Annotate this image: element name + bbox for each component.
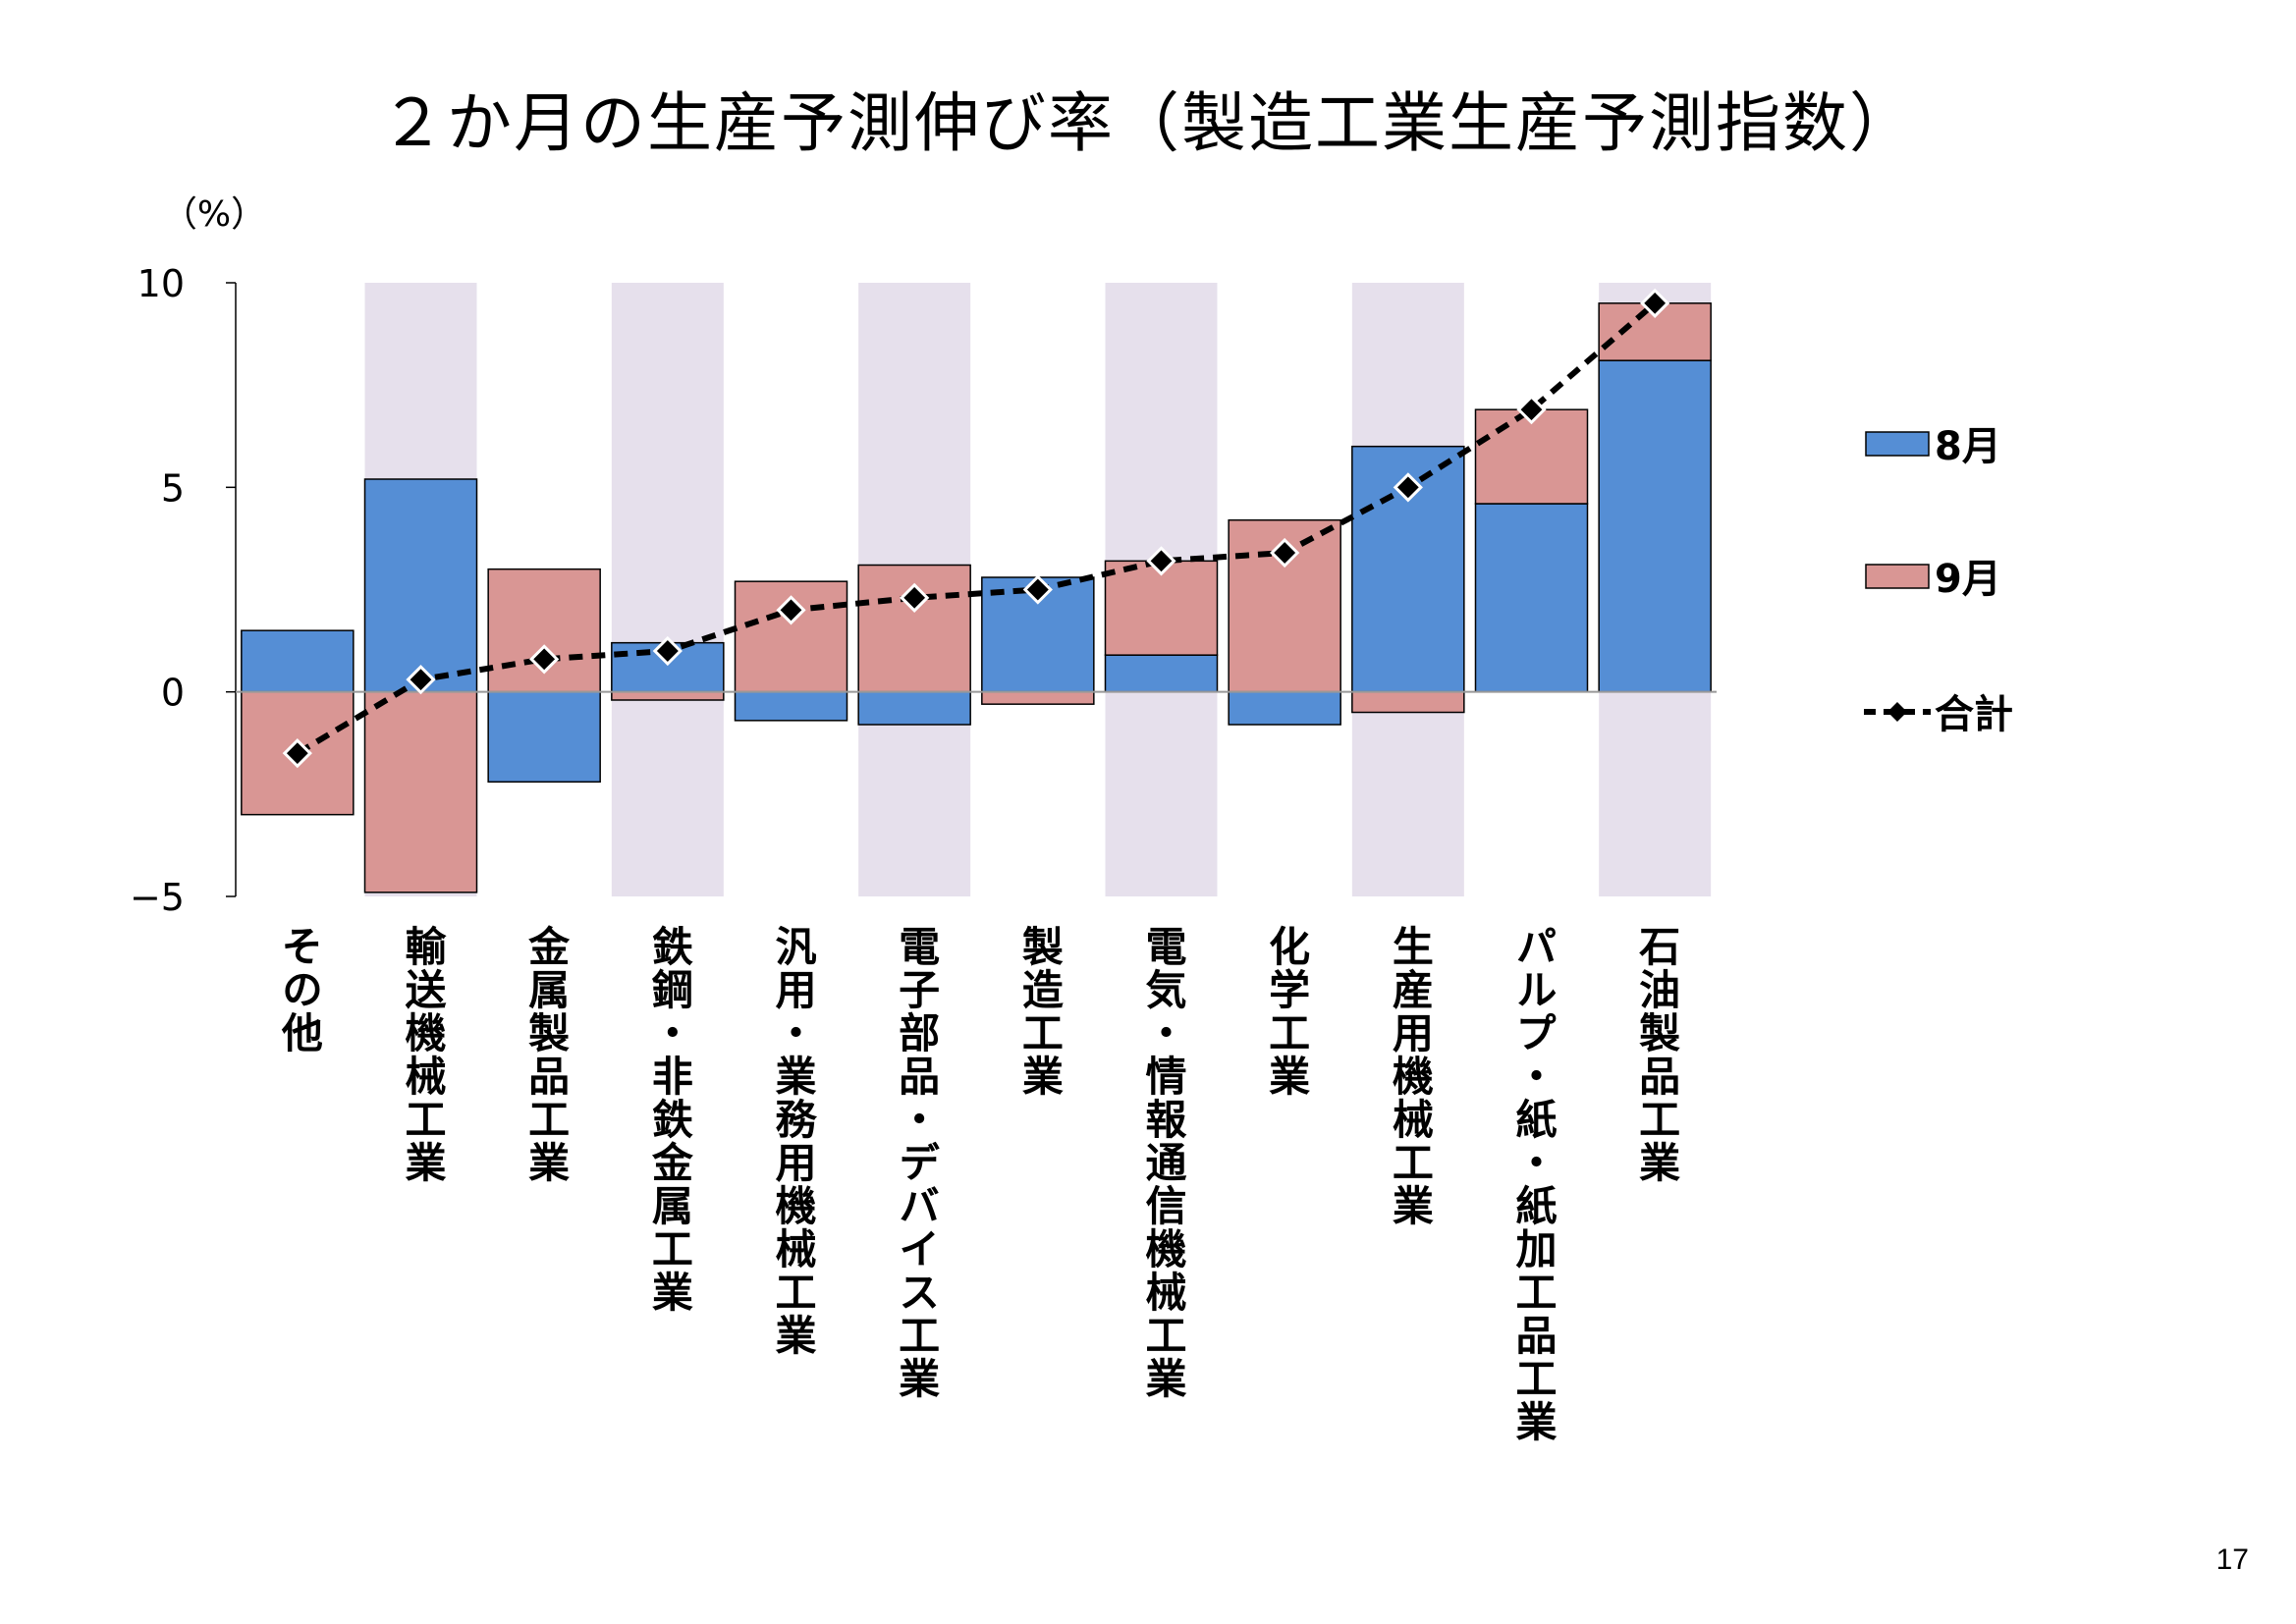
category-label: 輸送機械工業 [399,925,447,1184]
bar-august [1228,690,1341,726]
category-labels: その他 輸送機械工業 金属製品工業 鉄鋼・非鉄金属工業 汎用・業務用機械工業 電子部品・デ… [275,925,1680,1443]
total-marker [652,635,683,667]
bar-august [363,478,478,693]
category-label: 汎用・業務用機械工業 [769,925,817,1357]
bar-september [363,690,478,893]
bar-september [981,690,1095,705]
bar-august [857,690,971,726]
category-label: 石油製品工業 [1633,925,1681,1184]
bar-august [1474,503,1589,693]
bars [241,302,1712,893]
page-number: 17 [2215,1543,2249,1576]
total-marker [406,665,436,695]
total-marker [282,738,312,769]
total-marker [1022,574,1053,605]
y-tick-label: 5 [161,466,185,510]
total-marker [1270,537,1300,568]
category-label: 電気・情報通信機械工業 [1139,925,1187,1400]
total-marker [1640,288,1670,318]
category-label: 鉄鋼・非鉄金属工業 [645,925,693,1314]
y-tick-label: 10 [137,262,185,305]
total-marker [776,595,806,625]
legend-label: 8月 [1935,424,2001,469]
total-line [296,300,1658,756]
y-axis-unit-label: （%） [162,194,266,235]
total-line-series [282,288,1670,769]
total-marker [1393,472,1423,503]
bar-september [1474,408,1589,505]
category-label: 製造工業 [1015,925,1064,1098]
legend-swatch [1865,564,1930,589]
legend-label: 9月 [1935,557,2001,602]
legend-label: 合計 [1935,692,2013,737]
total-marker [1516,395,1547,425]
category-label: 化学工業 [1263,925,1311,1098]
total-marker [1146,546,1176,576]
category-label: 金属製品工業 [522,925,571,1184]
total-marker [529,644,560,675]
category-label: その他 [275,925,323,1055]
chart-title: ２か月の生産予測伸び率（製造工業生産予測指数） [380,85,1916,161]
category-label: 電子部品・デバイス工業 [893,925,941,1400]
bar-august [1598,359,1712,693]
category-label: パルプ・紙・紙加工品工業 [1509,925,1558,1443]
category-band [611,283,724,896]
bar-september [611,690,725,701]
bar-august [241,629,355,693]
bar-august [1104,654,1219,693]
y-tick-label: −5 [130,876,185,919]
bar-september [1104,560,1219,656]
axes: 10 5 0 −5 （%） [130,194,1717,919]
bar-august [487,690,601,784]
bar-august [734,690,848,722]
legend-marker-sample [1887,702,1907,722]
total-marker [900,582,930,613]
legend-swatch [1865,431,1930,457]
bar-september [1351,690,1465,714]
category-label: 生産用機械工業 [1386,925,1434,1227]
y-tick-label: 0 [161,672,185,715]
